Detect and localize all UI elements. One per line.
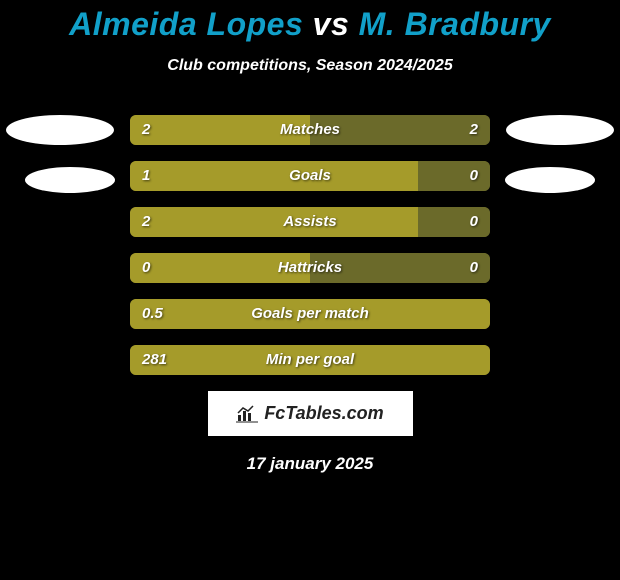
stat-label: Assists — [130, 207, 490, 237]
stat-label: Goals per match — [130, 299, 490, 329]
player2-name: M. Bradbury — [359, 6, 551, 42]
stat-label: Min per goal — [130, 345, 490, 375]
stat-row: 00Hattricks — [130, 253, 490, 283]
stat-row: 281Min per goal — [130, 345, 490, 375]
stat-label: Matches — [130, 115, 490, 145]
chart-icon — [236, 405, 258, 423]
stat-row: 10Goals — [130, 161, 490, 191]
subtitle-text: Club competitions, Season 2024/2025 — [0, 57, 620, 75]
player2-avatar-placeholder-2 — [505, 167, 595, 193]
brand-text: FcTables.com — [264, 403, 383, 424]
comparison-title: Almeida Lopes vs M. Bradbury — [0, 0, 620, 43]
vs-text: vs — [313, 6, 350, 42]
player2-avatar-placeholder — [506, 115, 614, 145]
player1-avatar-placeholder — [6, 115, 114, 145]
bars-container: 22Matches 10Goals 20Assists 00Hattricks 0.5G… — [130, 115, 490, 375]
stat-label: Goals — [130, 161, 490, 191]
stat-row: 22Matches — [130, 115, 490, 145]
chart-area: 22Matches 10Goals 20Assists 00Hattricks 0.5G… — [0, 115, 620, 375]
stat-row: 20Assists — [130, 207, 490, 237]
brand-box: FcTables.com — [208, 391, 413, 436]
date-text: 17 january 2025 — [0, 454, 620, 474]
player1-avatar-placeholder-2 — [25, 167, 115, 193]
stat-row: 0.5Goals per match — [130, 299, 490, 329]
stat-label: Hattricks — [130, 253, 490, 283]
player1-name: Almeida Lopes — [69, 6, 303, 42]
